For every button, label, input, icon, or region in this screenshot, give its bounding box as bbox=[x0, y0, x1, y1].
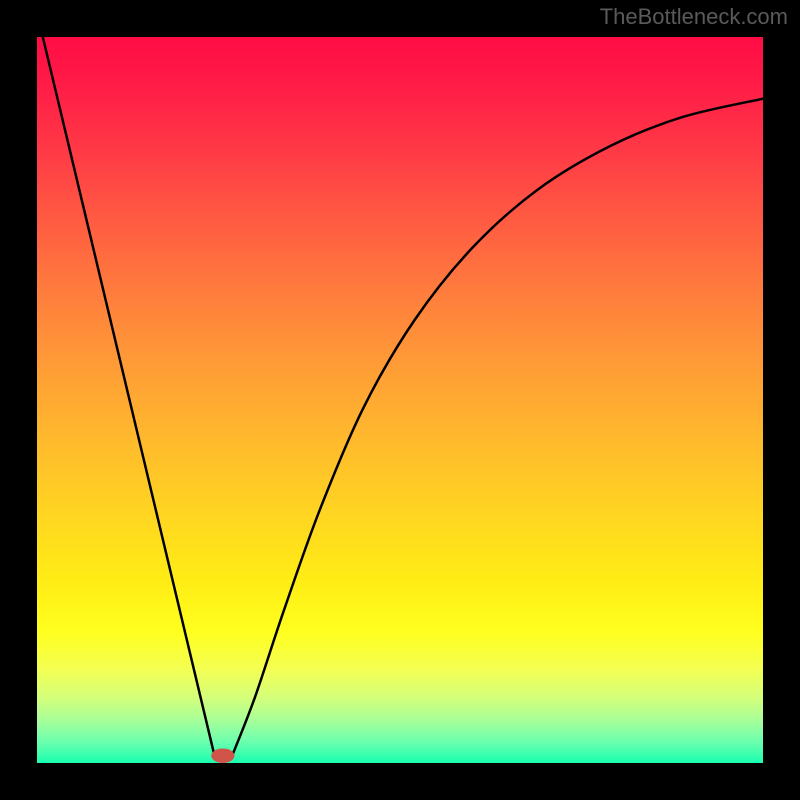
watermark-text: TheBottleneck.com bbox=[600, 4, 788, 30]
frame-bottom bbox=[0, 763, 800, 800]
plot-background bbox=[37, 37, 763, 763]
bottleneck-marker bbox=[211, 748, 234, 763]
chart-svg bbox=[0, 0, 800, 800]
bottleneck-chart: TheBottleneck.com bbox=[0, 0, 800, 800]
frame-right bbox=[763, 0, 800, 800]
frame-left bbox=[0, 0, 37, 800]
